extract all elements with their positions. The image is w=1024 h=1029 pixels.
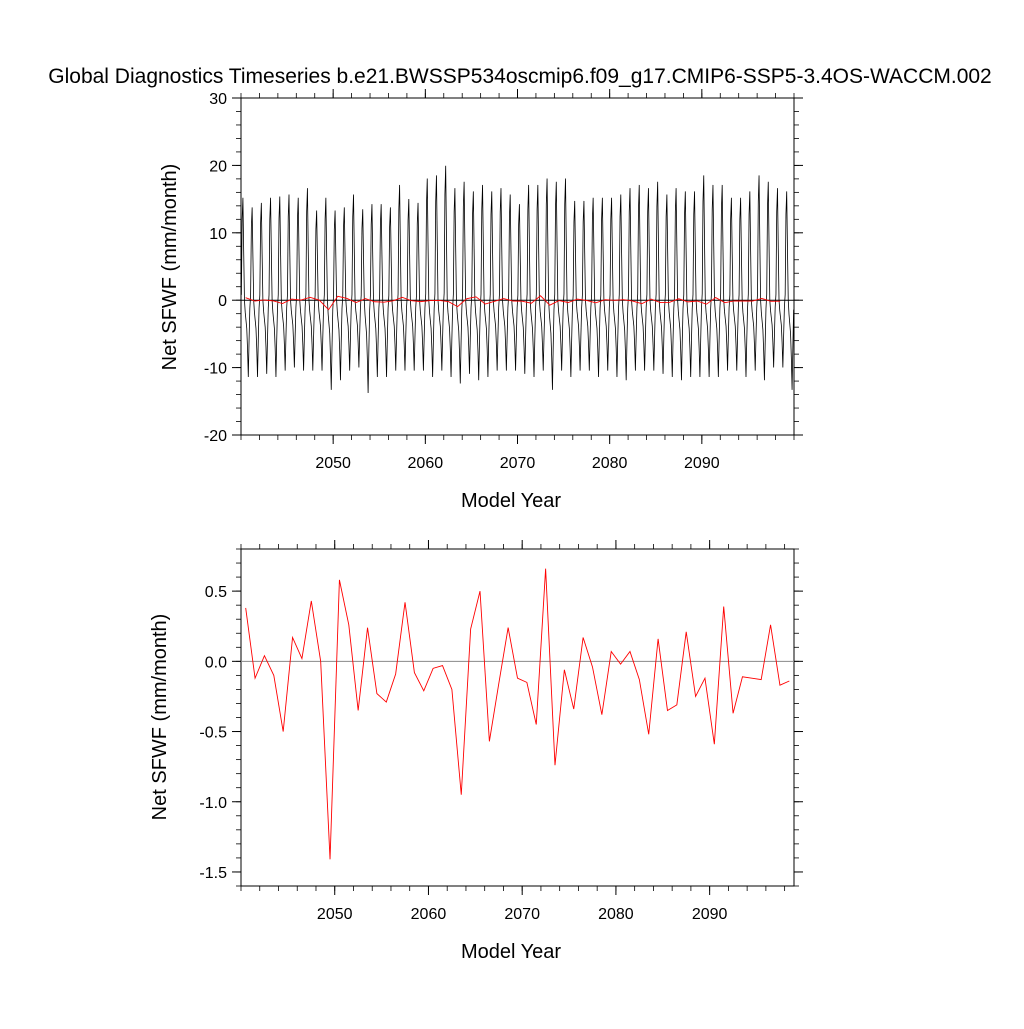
x-axis-label: Model Year: [461, 490, 561, 512]
x-tick-label: 2090: [692, 906, 728, 923]
series-group: [245, 568, 790, 860]
x-tick-label: 2060: [411, 906, 447, 923]
y-axis-label: Net SFWF (mm/month): [159, 164, 181, 371]
y-tick-label: 0: [218, 293, 227, 310]
y-tick-label: -0.5: [199, 725, 227, 742]
y-tick-label: 10: [209, 226, 227, 243]
panel-monthly: -20 -10 0 10 20 30 2050 2060 2070 2080 2090 Net SF…: [159, 89, 803, 512]
y-tick-label: -1.0: [199, 795, 227, 812]
axes-group: -1.5 -1.0 -0.5 0.0 0.5 2050 2060 2070 2080 2090: [199, 540, 803, 923]
plot-frame: [240, 97, 795, 436]
x-tick-label: 2080: [598, 906, 634, 923]
y-tick-label: -10: [204, 361, 227, 378]
y-tick-label: 0.5: [205, 584, 227, 601]
x-tick-label: 2050: [315, 455, 351, 472]
x-tick-label: 2070: [500, 455, 536, 472]
figure-title: Global Diagnostics Timeseries b.e21.BWSS…: [48, 65, 991, 88]
y-tick-label: -20: [204, 428, 227, 445]
series-group: [240, 165, 795, 394]
x-tick-label: 2060: [408, 455, 444, 472]
y-tick-label: 20: [209, 158, 227, 175]
y-tick-label: -1.5: [199, 865, 227, 882]
plot-frame: [240, 548, 795, 887]
x-axis-label: Model Year: [461, 941, 561, 963]
y-tick-label: 30: [209, 91, 227, 108]
x-tick-label: 2050: [317, 906, 353, 923]
series-line-annual: [245, 568, 790, 860]
panel-annual: -1.5 -1.0 -0.5 0.0 0.5 2050 2060 2070 2080 2090 N…: [149, 540, 803, 963]
axes-group: -20 -10 0 10 20 30 2050 2060 2070 2080 2090: [204, 89, 803, 472]
y-axis-label: Net SFWF (mm/month): [149, 614, 171, 821]
x-tick-label: 2080: [592, 455, 628, 472]
x-tick-label: 2090: [684, 455, 720, 472]
series-line-monthly: [240, 165, 795, 394]
y-tick-label: 0.0: [205, 654, 227, 671]
x-tick-label: 2070: [504, 906, 540, 923]
series-line-annual: [245, 295, 781, 311]
